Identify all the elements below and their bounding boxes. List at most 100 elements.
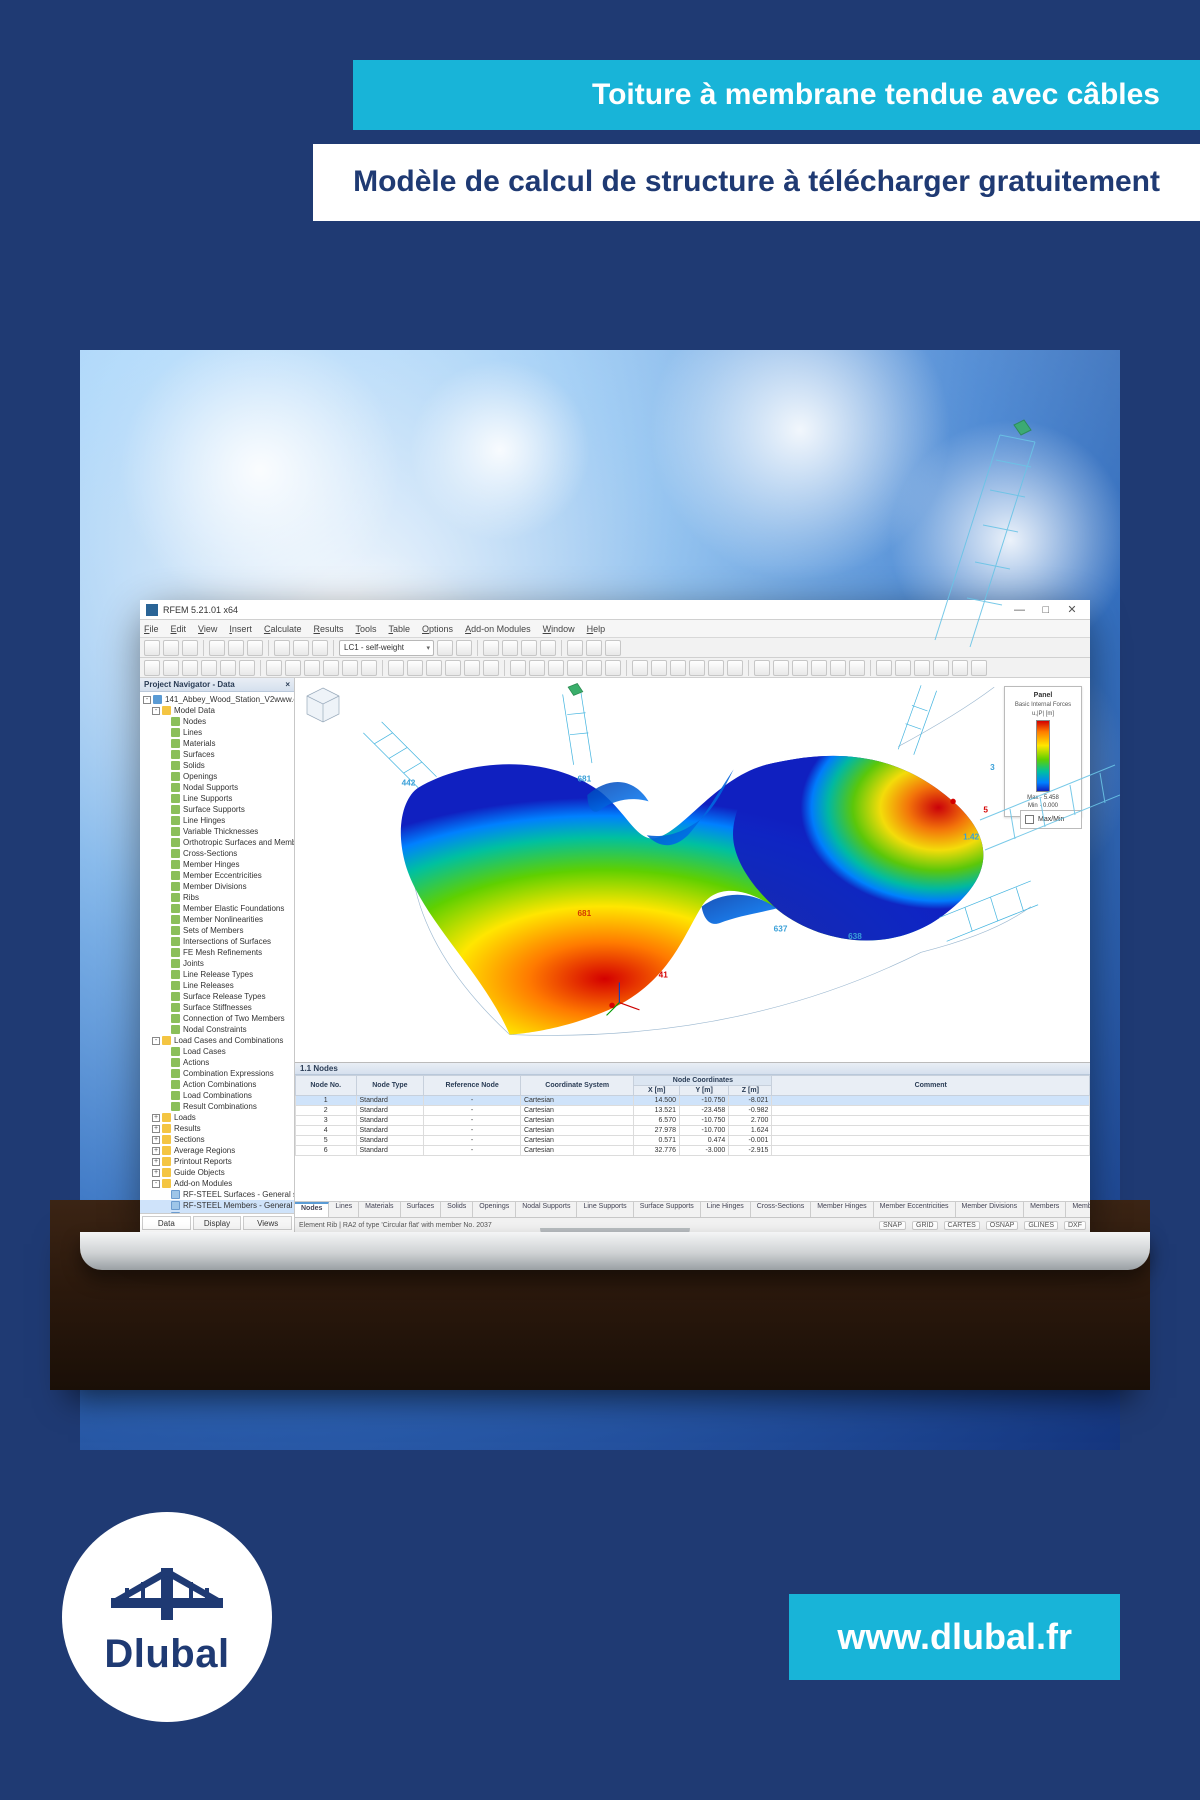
tb2-35[interactable] bbox=[849, 660, 865, 676]
tb2-13[interactable] bbox=[407, 660, 423, 676]
tree-item[interactable]: Nodal Supports bbox=[140, 782, 294, 793]
tree-item[interactable]: Variable Thicknesses bbox=[140, 826, 294, 837]
navigator-footer-tabs[interactable]: DataDisplayViews bbox=[140, 1213, 294, 1232]
tree-item[interactable]: -Add-on Modules bbox=[140, 1178, 294, 1189]
tb2-14[interactable] bbox=[426, 660, 442, 676]
scale-factor-box[interactable]: Max/Min bbox=[1020, 810, 1082, 829]
tree-item[interactable]: Solids bbox=[140, 760, 294, 771]
tb2-40[interactable] bbox=[952, 660, 968, 676]
tb-a[interactable] bbox=[483, 640, 499, 656]
tree-item[interactable]: Orthotropic Surfaces and Membra… bbox=[140, 837, 294, 848]
menu-options[interactable]: Options bbox=[422, 624, 453, 634]
tb-next[interactable] bbox=[456, 640, 472, 656]
tree-item[interactable]: +Average Regions bbox=[140, 1145, 294, 1156]
tree-item[interactable]: Openings bbox=[140, 771, 294, 782]
tb2-17[interactable] bbox=[483, 660, 499, 676]
tree-item[interactable]: Line Release Types bbox=[140, 969, 294, 980]
tb2-36[interactable] bbox=[876, 660, 892, 676]
tree-item[interactable]: -Load Cases and Combinations bbox=[140, 1035, 294, 1046]
table-tab[interactable]: Member Eccentricities bbox=[874, 1202, 956, 1217]
tb2-6[interactable] bbox=[266, 660, 282, 676]
nodes-table[interactable]: Node No.Node TypeReference NodeCoordinat… bbox=[295, 1075, 1090, 1156]
tree-item[interactable]: Ribs bbox=[140, 892, 294, 903]
status-pill[interactable]: DXF bbox=[1064, 1221, 1086, 1230]
menu-tools[interactable]: Tools bbox=[355, 624, 376, 634]
results-legend[interactable]: Panel Basic Internal Forces u,|P| [m] Ma… bbox=[1004, 686, 1082, 817]
tb2-21[interactable] bbox=[567, 660, 583, 676]
table-tab[interactable]: Member Elastic Foundations bbox=[1066, 1202, 1090, 1217]
tb-g[interactable] bbox=[605, 640, 621, 656]
tb2-18[interactable] bbox=[510, 660, 526, 676]
tree-item[interactable]: FE Mesh Refinements bbox=[140, 947, 294, 958]
tree-item[interactable]: Member Elastic Foundations bbox=[140, 903, 294, 914]
tree-item[interactable]: Surfaces bbox=[140, 749, 294, 760]
tb-open[interactable] bbox=[163, 640, 179, 656]
win-min-button[interactable]: — bbox=[1008, 604, 1032, 616]
tb2-30[interactable] bbox=[754, 660, 770, 676]
table-tab[interactable]: Line Hinges bbox=[701, 1202, 751, 1217]
menu-window[interactable]: Window bbox=[543, 624, 575, 634]
tree-item[interactable]: Line Hinges bbox=[140, 815, 294, 826]
tree-item[interactable]: +Sections bbox=[140, 1134, 294, 1145]
tb2-4[interactable] bbox=[220, 660, 236, 676]
table-row[interactable]: 2Standard-Cartesian13.521-23.458-0.982 bbox=[296, 1106, 1090, 1116]
table-tab[interactable]: Materials bbox=[359, 1202, 400, 1217]
tb2-2[interactable] bbox=[182, 660, 198, 676]
tree-item[interactable]: Intersections of Surfaces bbox=[140, 936, 294, 947]
tb2-27[interactable] bbox=[689, 660, 705, 676]
tb2-7[interactable] bbox=[285, 660, 301, 676]
tb-b[interactable] bbox=[502, 640, 518, 656]
menu-file[interactable]: File bbox=[144, 624, 159, 634]
tree-item[interactable]: Load Combinations bbox=[140, 1090, 294, 1101]
tb-e[interactable] bbox=[567, 640, 583, 656]
table-tab[interactable]: Surfaces bbox=[401, 1202, 442, 1217]
tb-f[interactable] bbox=[586, 640, 602, 656]
table-tab[interactable]: Solids bbox=[441, 1202, 473, 1217]
tree-item[interactable]: Surface Release Types bbox=[140, 991, 294, 1002]
tree-item[interactable]: Action Combinations bbox=[140, 1079, 294, 1090]
scale-checkbox[interactable] bbox=[1025, 815, 1034, 824]
tb2-3[interactable] bbox=[201, 660, 217, 676]
tb2-24[interactable] bbox=[632, 660, 648, 676]
table-tab[interactable]: Line Supports bbox=[577, 1202, 633, 1217]
status-pill[interactable]: SNAP bbox=[879, 1221, 906, 1230]
tb2-12[interactable] bbox=[388, 660, 404, 676]
tree-item[interactable]: Nodal Constraints bbox=[140, 1024, 294, 1035]
win-close-button[interactable]: ✕ bbox=[1060, 603, 1084, 616]
tree-item[interactable]: Surface Stiffnesses bbox=[140, 1002, 294, 1013]
tree-item[interactable]: Actions bbox=[140, 1057, 294, 1068]
tree-item[interactable]: Combination Expressions bbox=[140, 1068, 294, 1079]
menu-results[interactable]: Results bbox=[313, 624, 343, 634]
tb-redo[interactable] bbox=[247, 640, 263, 656]
tb-c[interactable] bbox=[521, 640, 537, 656]
tb-prev[interactable] bbox=[437, 640, 453, 656]
table-tab[interactable]: Cross-Sections bbox=[751, 1202, 811, 1217]
tree-item[interactable]: Member Divisions bbox=[140, 881, 294, 892]
toolbar-1[interactable]: LC1 - self-weight bbox=[140, 638, 1090, 658]
table-tab[interactable]: Openings bbox=[473, 1202, 516, 1217]
win-max-button[interactable]: □ bbox=[1034, 604, 1058, 616]
tb2-41[interactable] bbox=[971, 660, 987, 676]
toolbar-2[interactable] bbox=[140, 658, 1090, 678]
tb2-10[interactable] bbox=[342, 660, 358, 676]
tb2-29[interactable] bbox=[727, 660, 743, 676]
tb-new[interactable] bbox=[144, 640, 160, 656]
table-row[interactable]: 3Standard-Cartesian6.570-10.7502.700 bbox=[296, 1116, 1090, 1126]
tb2-39[interactable] bbox=[933, 660, 949, 676]
table-tab[interactable]: Member Hinges bbox=[811, 1202, 873, 1217]
menu-table[interactable]: Table bbox=[389, 624, 411, 634]
tb-d[interactable] bbox=[540, 640, 556, 656]
tb2-0[interactable] bbox=[144, 660, 160, 676]
tb2-32[interactable] bbox=[792, 660, 808, 676]
tb-print[interactable] bbox=[209, 640, 225, 656]
tb2-37[interactable] bbox=[895, 660, 911, 676]
tb2-31[interactable] bbox=[773, 660, 789, 676]
table-panel[interactable]: 1.1 Nodes Node No.Node TypeReference Nod… bbox=[295, 1062, 1090, 1217]
tb2-15[interactable] bbox=[445, 660, 461, 676]
tb2-25[interactable] bbox=[651, 660, 667, 676]
tb2-22[interactable] bbox=[586, 660, 602, 676]
tree-item[interactable]: Member Hinges bbox=[140, 859, 294, 870]
status-pill[interactable]: OSNAP bbox=[986, 1221, 1019, 1230]
tree-item[interactable]: -141_Abbey_Wood_Station_V2www.ene… bbox=[140, 694, 294, 705]
tree-item[interactable]: +Results bbox=[140, 1123, 294, 1134]
